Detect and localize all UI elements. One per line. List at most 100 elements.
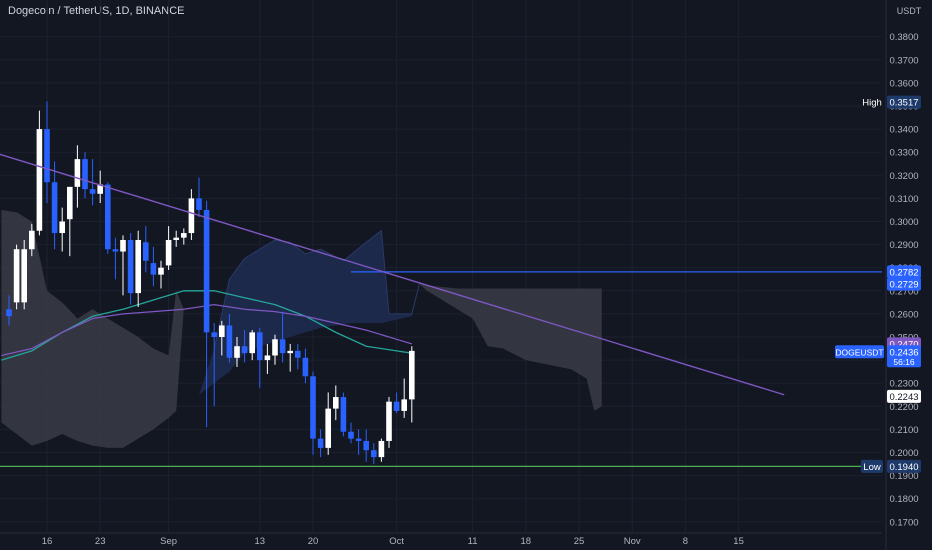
price-tick-label: 0.2200 [889,402,918,413]
candle[interactable] [29,223,35,257]
candle-body [44,129,50,183]
candle-body [203,209,210,333]
candle-body [257,332,263,361]
candle[interactable] [219,320,225,356]
trendline[interactable] [0,124,785,396]
candle-body [82,159,88,190]
candle[interactable] [340,392,347,437]
candle-body [249,332,255,354]
candle[interactable] [158,260,164,289]
candle[interactable] [287,343,293,372]
price-tick-label: 0.2000 [889,448,918,459]
candle[interactable] [127,233,134,305]
candle[interactable] [249,330,255,361]
candle[interactable] [355,429,362,455]
high-line-price-badge [887,265,921,279]
candle[interactable] [317,429,324,458]
candle[interactable] [82,152,88,199]
candle[interactable] [21,239,27,310]
cloud-bullish [199,230,420,395]
high-tag: High [862,98,882,109]
cloud-edge [213,229,420,349]
time-tick-label: Nov [624,536,641,547]
candle[interactable] [371,443,377,465]
cloud-top-price-value: 0.2729 [889,280,918,291]
candle[interactable] [393,392,400,414]
candle-body [188,198,195,234]
candle[interactable] [211,323,217,407]
candle-body [196,198,202,210]
candle[interactable] [401,378,407,418]
candles[interactable] [6,101,415,465]
candle-body [295,350,301,358]
candle[interactable] [36,110,43,236]
candle[interactable] [13,244,20,310]
time-axis[interactable]: 16 23 Sep 13 20 Oct 11 18 25 Nov 8 15 [0,532,882,547]
candle[interactable] [310,371,316,455]
candle[interactable] [59,207,65,252]
candle[interactable] [150,246,157,287]
candle-body [219,325,225,337]
candle[interactable] [226,313,233,363]
low-price-badge [887,459,921,473]
candle[interactable] [295,343,301,370]
candle[interactable] [386,397,392,448]
candle-body [355,438,362,441]
candle-body [21,249,27,303]
candle[interactable] [272,334,278,365]
level-lines [0,271,882,467]
time-tick-label: 18 [521,536,532,547]
time-tick-label: 16 [42,536,53,547]
candle-body [302,357,309,377]
candle[interactable] [51,161,58,250]
candle[interactable] [6,295,12,326]
candle-body [348,431,354,439]
candle[interactable] [188,189,195,240]
symbol-price-value: 0.2436 [889,347,918,358]
candle[interactable] [378,438,385,462]
candle[interactable] [74,145,81,208]
candle-body [272,339,278,356]
candle[interactable] [196,177,202,217]
candle[interactable] [143,226,149,273]
candle[interactable] [135,230,141,307]
candle[interactable] [97,170,103,204]
candle[interactable] [67,186,73,257]
candle[interactable] [257,327,263,388]
candle[interactable] [112,237,119,280]
candle-body [36,129,43,231]
candle-body [333,397,339,409]
time-tick-label: 15 [733,536,744,547]
candle-body [378,440,385,458]
candle[interactable] [181,228,187,245]
candle[interactable] [264,343,271,374]
chart-title: Dogecoin / TetherUS, 1D, BINANCE [8,5,185,17]
candle[interactable] [409,346,415,423]
candle[interactable] [363,429,369,462]
candle[interactable] [105,182,111,254]
cloud-future [419,283,602,411]
price-tick-label: 0.1700 [889,517,918,528]
time-tick-label: 8 [683,536,688,547]
candle[interactable] [173,230,179,247]
symbol-tag-bg [835,345,884,359]
candle[interactable] [279,311,286,363]
trendline-line[interactable] [0,124,785,396]
candle[interactable] [333,385,339,421]
candle-body [59,221,65,234]
candle[interactable] [302,348,309,384]
candle[interactable] [325,392,331,455]
candle[interactable] [234,337,240,368]
candle[interactable] [203,200,210,428]
candle[interactable] [348,422,354,444]
candle-body [105,184,111,250]
time-tick-label: Oct [389,536,404,547]
candle[interactable] [241,330,248,363]
candle-body [97,184,103,194]
candle[interactable] [120,235,126,296]
candle[interactable] [165,226,172,271]
candle[interactable] [44,101,50,204]
price-tick-label: 0.3300 [889,148,918,159]
candle-body [317,438,324,448]
